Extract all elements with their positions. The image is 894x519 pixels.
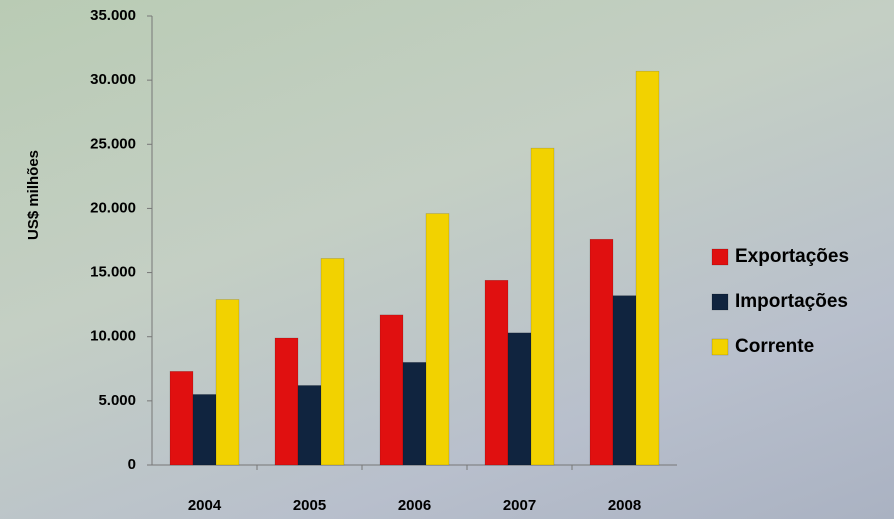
bar: [274, 337, 299, 466]
legend-swatch: [711, 248, 729, 266]
legend-label: Importações: [735, 291, 848, 312]
bar: [192, 394, 217, 466]
y-tick-label: 15.000: [90, 264, 136, 281]
bar: [379, 314, 404, 466]
bar: [169, 371, 194, 466]
y-axis-title: US$ milhões: [25, 150, 42, 240]
bar: [612, 295, 637, 466]
y-tick-label: 10.000: [90, 328, 136, 345]
y-tick-label: 0: [128, 456, 136, 473]
y-tick-label: 25.000: [90, 135, 136, 152]
bar: [484, 280, 509, 466]
x-tick-label: 2006: [398, 497, 431, 514]
legend-label: Corrente: [735, 336, 814, 357]
y-tick-label: 30.000: [90, 71, 136, 88]
bar: [425, 213, 450, 466]
bar: [635, 70, 660, 466]
bar: [297, 385, 322, 466]
y-tick-label: 20.000: [90, 199, 136, 216]
bar: [215, 299, 240, 466]
legend-swatch: [711, 338, 729, 356]
x-tick-label: 2007: [503, 497, 536, 514]
x-tick-label: 2004: [188, 497, 222, 514]
bar: [530, 147, 555, 466]
x-tick-label: 2005: [293, 497, 326, 514]
y-tick-label: 35.000: [90, 7, 136, 24]
y-tick-label: 5.000: [98, 392, 136, 409]
legend-swatch: [711, 293, 729, 311]
bar: [402, 362, 427, 466]
x-tick-label: 2008: [608, 497, 641, 514]
bar: [507, 332, 532, 466]
bar: [589, 238, 614, 466]
bar: [320, 258, 345, 466]
legend-label: Exportações: [735, 246, 849, 267]
